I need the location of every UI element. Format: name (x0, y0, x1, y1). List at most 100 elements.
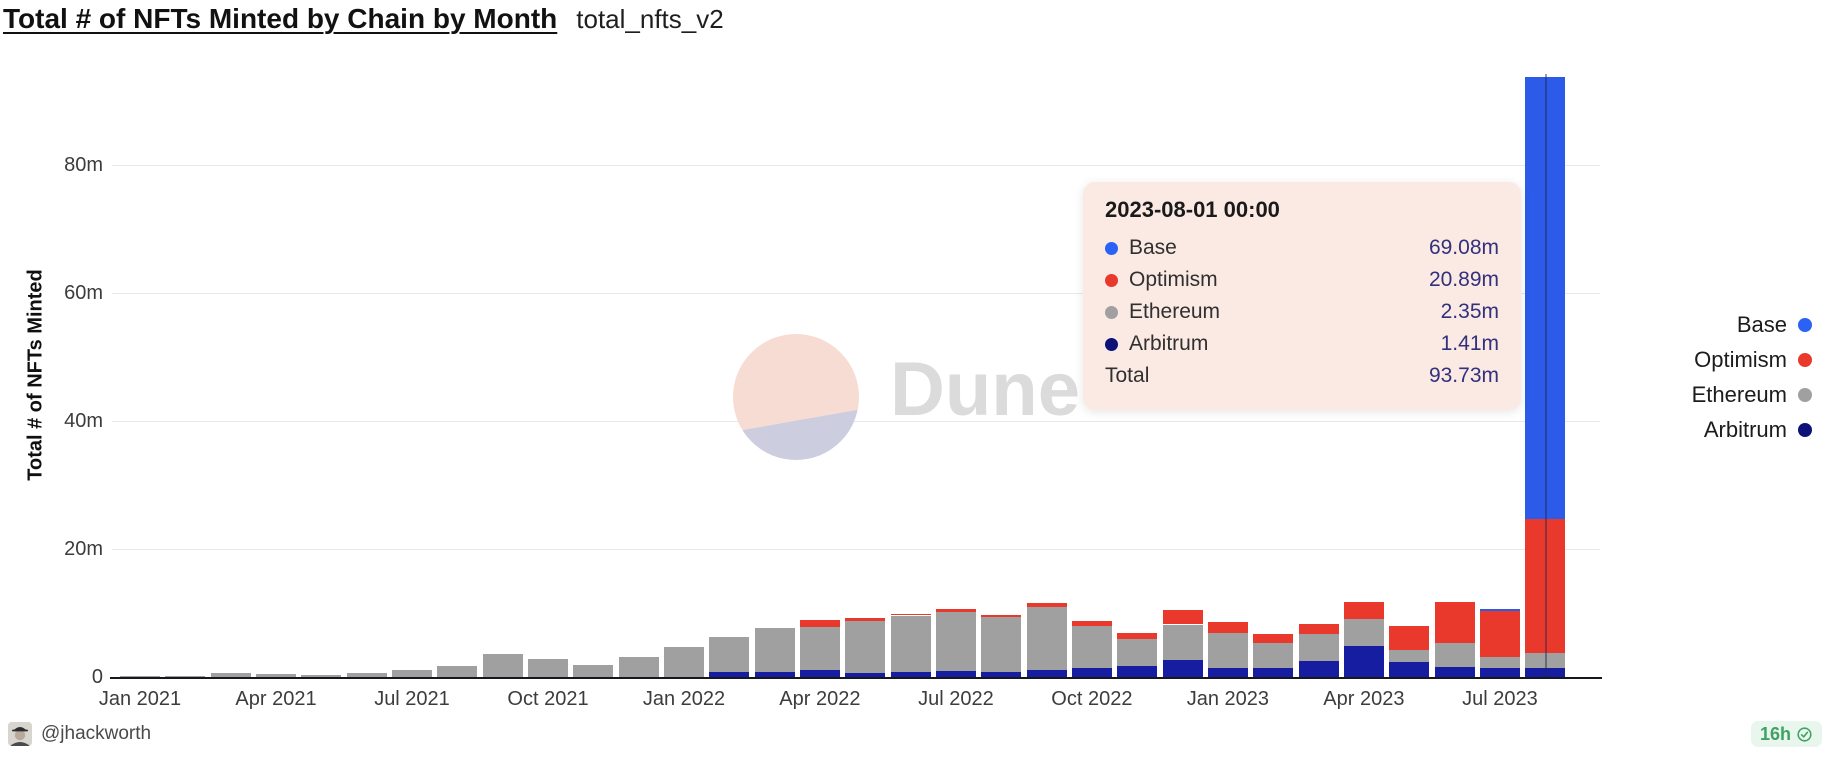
bar-jan-2021-ethereum[interactable] (120, 675, 160, 677)
refresh-age-badge[interactable]: 16h (1750, 721, 1822, 747)
tooltip-rows: Base 69.08m Optimism 20.89m Ethereum 2.35m Arb… (1105, 232, 1499, 360)
bar-dec-2022-arbitrum[interactable] (1162, 659, 1203, 677)
legend-dot-icon (1798, 387, 1812, 402)
bar-nov-2022-ethereum[interactable] (1117, 638, 1158, 667)
bar-nov-2022-arbitrum[interactable] (1117, 666, 1158, 677)
bar-apr-2022-arbitrum[interactable] (799, 670, 840, 677)
author-handle[interactable]: @jhackworth (41, 723, 152, 744)
bar-mar-2023-optimism[interactable] (1298, 623, 1339, 635)
legend-item-base[interactable]: Base (1737, 307, 1812, 342)
bar-oct-2021-ethereum[interactable] (528, 659, 568, 677)
legend-label: Ethereum (1691, 381, 1787, 407)
x-tick-label: Apr 2021 (235, 688, 317, 710)
bar-apr-2022-optimism[interactable] (799, 620, 840, 627)
bar-feb-2023-ethereum[interactable] (1253, 643, 1294, 669)
bar-may-2022-optimism[interactable] (845, 618, 886, 622)
bar-sep-2021-ethereum[interactable] (482, 654, 523, 677)
bar-jul-2022-ethereum[interactable] (935, 612, 976, 672)
bar-jun-2022-optimism[interactable] (890, 613, 931, 616)
bar-apr-2023-arbitrum[interactable] (1343, 645, 1384, 677)
bar-aug-2023-base[interactable] (1525, 77, 1566, 520)
bar-sep-2022-arbitrum[interactable] (1026, 670, 1067, 677)
bar-mar-2023-arbitrum[interactable] (1298, 661, 1339, 677)
bar-jun-2022-arbitrum[interactable] (890, 671, 931, 677)
bar-jul-2022-arbitrum[interactable] (935, 671, 976, 677)
x-tick-label: Jan 2021 (98, 688, 182, 710)
legend-label: Arbitrum (1703, 416, 1787, 442)
bar-jan-2023-optimism[interactable] (1207, 622, 1248, 633)
bar-dec-2022-ethereum[interactable] (1162, 624, 1203, 660)
bar-jan-2023-arbitrum[interactable] (1207, 668, 1248, 677)
bar-aug-2023-ethereum[interactable] (1525, 652, 1566, 668)
bar-feb-2021-ethereum[interactable] (165, 675, 206, 677)
bar-dec-2021-ethereum[interactable] (618, 656, 659, 677)
bar-jul-2023-ethereum[interactable] (1479, 657, 1520, 669)
author-row: @jhackworth (8, 722, 151, 746)
bar-nov-2021-ethereum[interactable] (573, 664, 614, 677)
bar-jul-2023-base[interactable] (1479, 609, 1520, 612)
bar-jan-2022-ethereum[interactable] (664, 646, 704, 677)
y-tick-label: 40m (64, 410, 103, 432)
bar-aug-2022-arbitrum[interactable] (981, 671, 1022, 677)
legend-dot-icon (1798, 422, 1812, 437)
legend-label: Base (1736, 311, 1787, 337)
bar-jun-2021-ethereum[interactable] (346, 672, 387, 677)
bar-aug-2021-ethereum[interactable] (437, 665, 478, 677)
bar-aug-2023-optimism[interactable] (1525, 519, 1566, 653)
bar-mar-2023-ethereum[interactable] (1298, 634, 1339, 661)
bar-apr-2021-ethereum[interactable] (256, 673, 296, 677)
tooltip-series-label: Base (1129, 236, 1177, 259)
bar-aug-2022-optimism[interactable] (981, 614, 1022, 617)
bar-may-2023-ethereum[interactable] (1389, 650, 1430, 663)
bar-jul-2022-optimism[interactable] (935, 609, 976, 613)
chart-title-link[interactable]: Total # of NFTs Minted by Chain by Month (3, 3, 558, 34)
bar-jun-2023-ethereum[interactable] (1434, 642, 1475, 667)
bar-aug-2023-arbitrum[interactable] (1525, 668, 1566, 677)
refresh-age-label: 16h (1759, 723, 1791, 744)
bar-may-2023-optimism[interactable] (1389, 625, 1430, 651)
avatar[interactable] (8, 722, 32, 746)
bar-may-2023-arbitrum[interactable] (1389, 662, 1430, 677)
bar-mar-2021-ethereum[interactable] (210, 672, 251, 677)
bar-jul-2021-ethereum[interactable] (392, 670, 432, 677)
legend: Base Optimism Ethereum Arbitrum (1692, 307, 1812, 447)
legend-item-optimism[interactable]: Optimism (1694, 342, 1812, 377)
bar-jun-2023-optimism[interactable] (1434, 601, 1475, 643)
bar-may-2022-arbitrum[interactable] (845, 673, 886, 677)
bar-sep-2022-ethereum[interactable] (1026, 606, 1067, 670)
bar-oct-2022-arbitrum[interactable] (1071, 668, 1112, 677)
tooltip-row-base: Base 69.08m (1105, 232, 1499, 264)
tooltip-series-value: 20.89m (1428, 268, 1499, 291)
bar-may-2021-ethereum[interactable] (301, 674, 342, 677)
bar-mar-2022-ethereum[interactable] (754, 627, 795, 672)
bar-apr-2022-ethereum[interactable] (799, 627, 840, 670)
bar-jan-2023-ethereum[interactable] (1207, 632, 1248, 668)
query-name: total_nfts_v2 (576, 4, 724, 34)
bar-may-2022-ethereum[interactable] (845, 621, 886, 674)
bar-aug-2022-ethereum[interactable] (981, 616, 1022, 672)
x-tick-label: Oct 2021 (507, 688, 589, 710)
bar-feb-2022-arbitrum[interactable] (709, 671, 750, 677)
bar-feb-2022-ethereum[interactable] (709, 636, 750, 672)
bar-apr-2023-optimism[interactable] (1343, 601, 1384, 619)
bar-jul-2023-arbitrum[interactable] (1479, 668, 1520, 677)
bar-jul-2023-optimism[interactable] (1479, 611, 1520, 658)
bar-apr-2023-ethereum[interactable] (1343, 618, 1384, 646)
bar-oct-2022-optimism[interactable] (1071, 620, 1112, 627)
legend-dot-icon (1798, 352, 1812, 367)
bar-mar-2022-arbitrum[interactable] (754, 671, 795, 677)
legend-item-arbitrum[interactable]: Arbitrum (1704, 412, 1812, 447)
bar-feb-2023-optimism[interactable] (1253, 634, 1294, 644)
bar-oct-2022-ethereum[interactable] (1071, 626, 1112, 668)
bar-feb-2023-arbitrum[interactable] (1253, 668, 1294, 677)
tooltip-total-label: Total (1105, 364, 1150, 387)
bar-jun-2023-arbitrum[interactable] (1434, 666, 1475, 677)
bar-dec-2022-optimism[interactable] (1162, 610, 1203, 625)
legend-item-ethereum[interactable]: Ethereum (1692, 377, 1812, 412)
tooltip-series-value: 1.41m (1440, 332, 1499, 355)
y-tick-label: 80m (64, 154, 103, 176)
bar-jun-2022-ethereum[interactable] (890, 615, 931, 672)
bar-sep-2022-optimism[interactable] (1026, 602, 1067, 607)
bar-nov-2022-optimism[interactable] (1117, 632, 1158, 639)
y-tick-label: 0 (91, 666, 103, 688)
